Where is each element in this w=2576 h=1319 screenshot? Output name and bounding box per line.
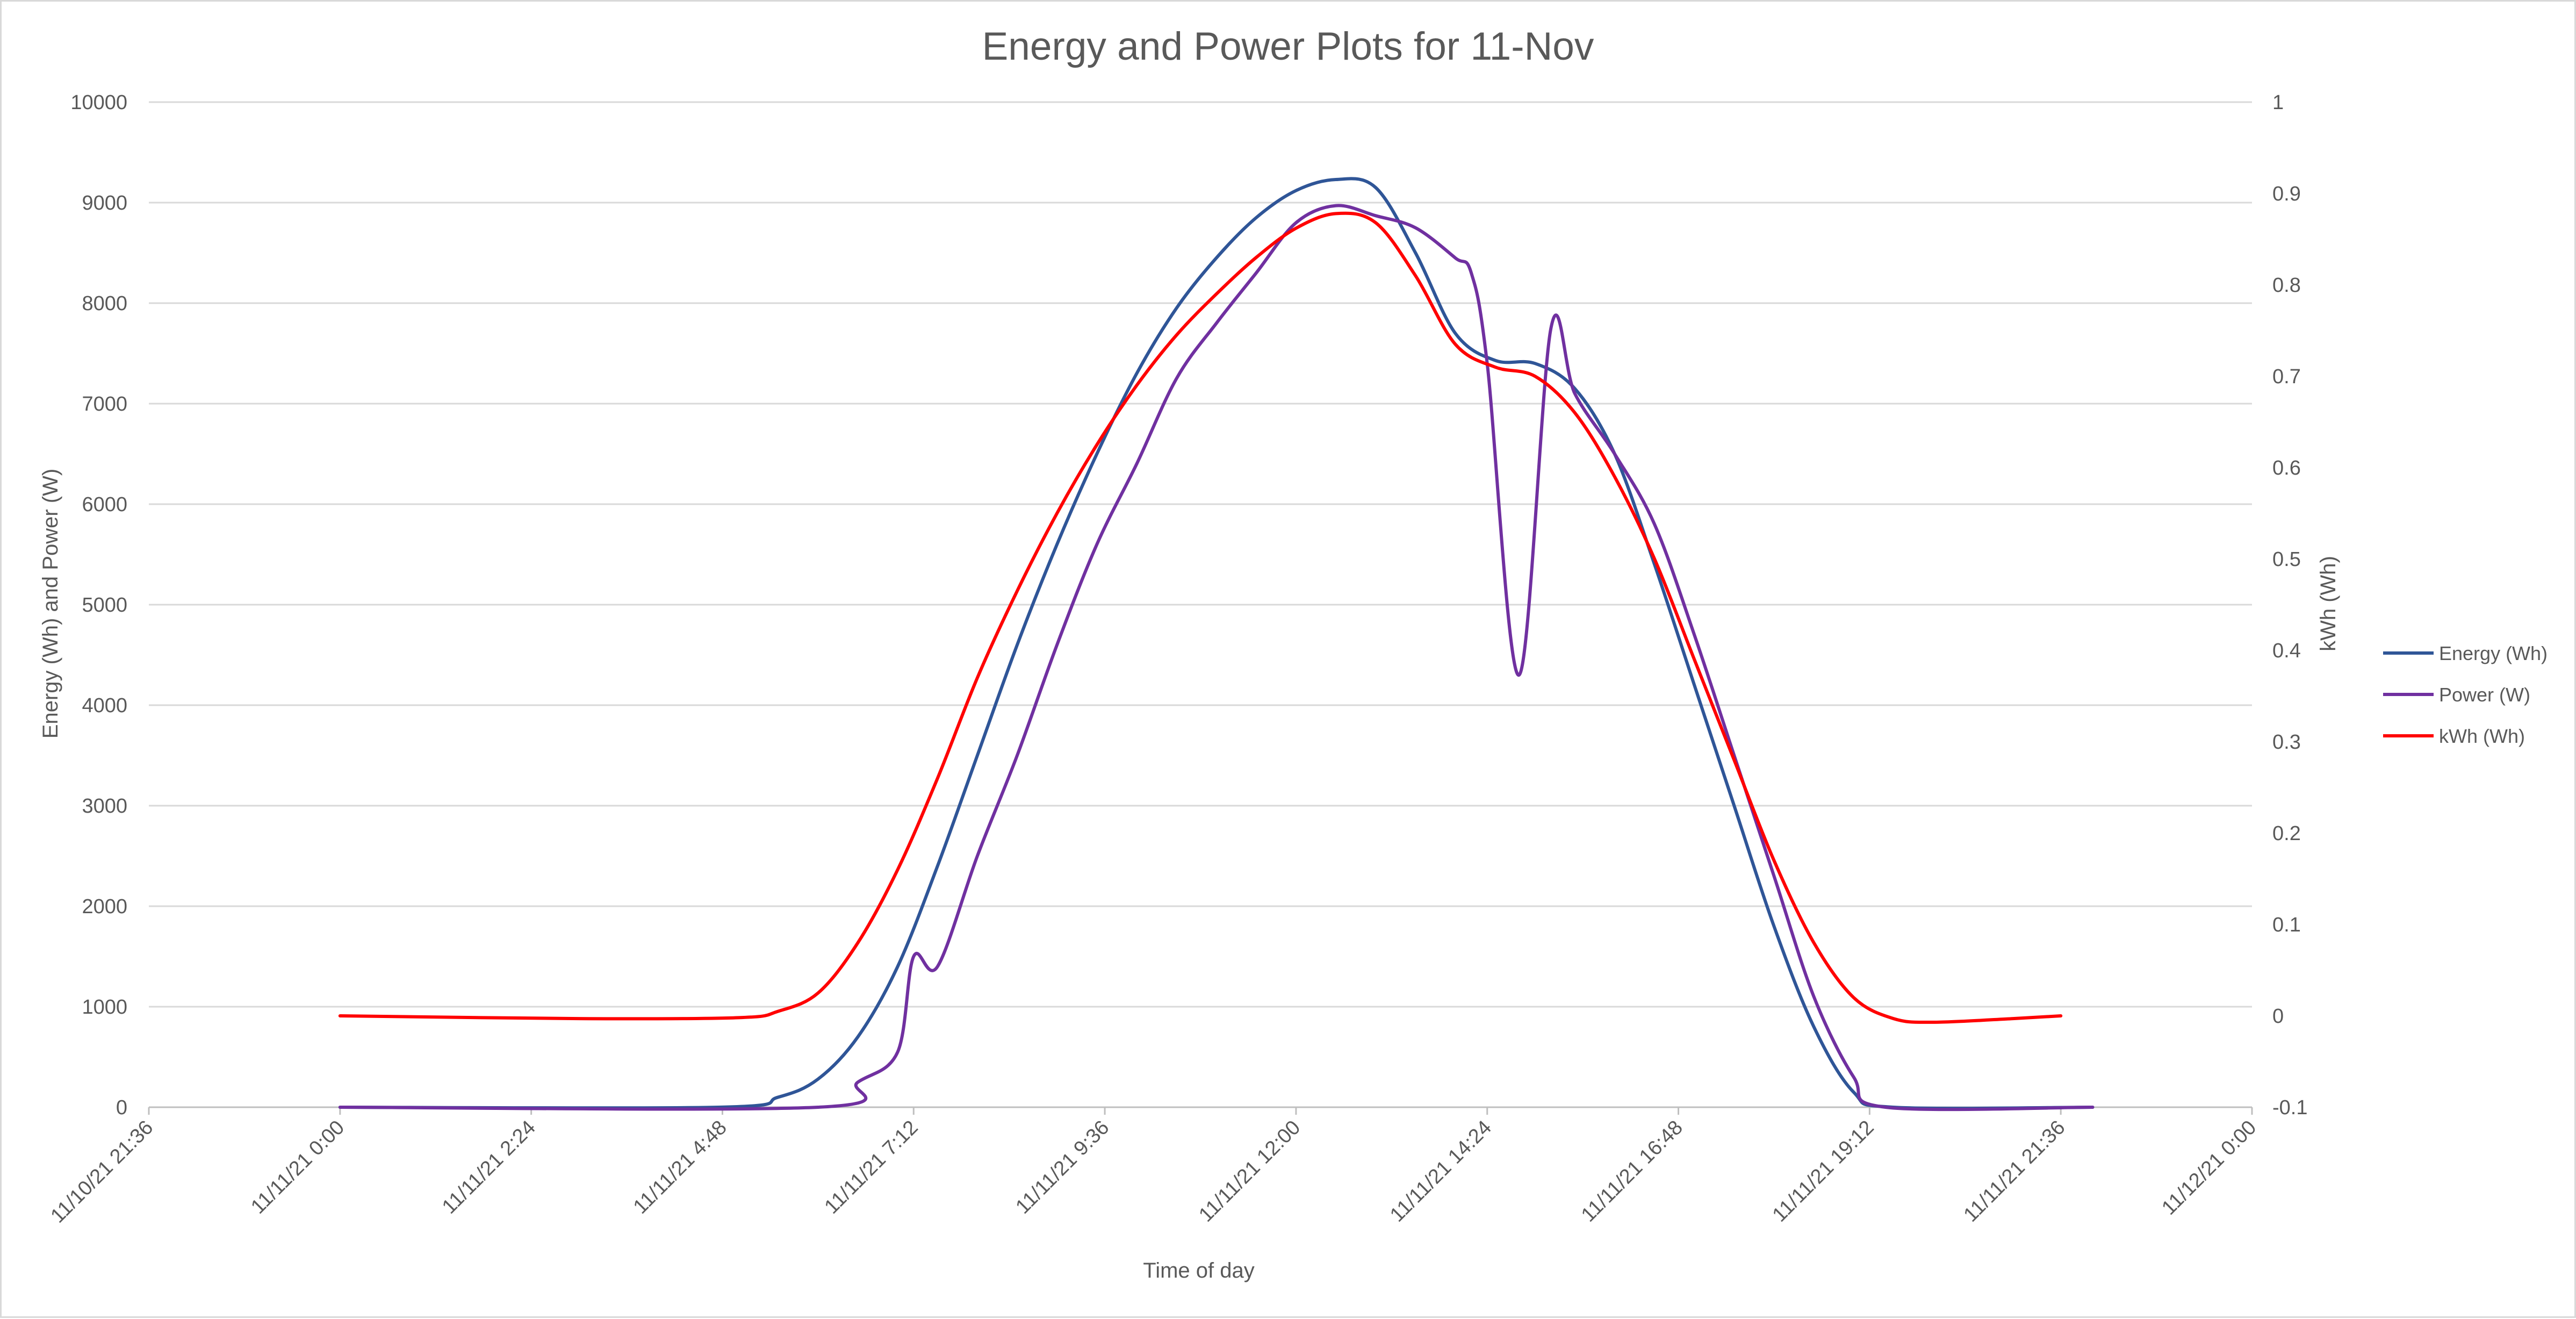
y2-tick-label: 1 [2272, 91, 2284, 114]
left-y-axis-title: Energy (Wh) and Power (W) [39, 469, 62, 739]
y2-tick-label: 0 [2272, 1005, 2284, 1028]
legend-label: kWh (Wh) [2439, 725, 2525, 747]
y2-tick-label: -0.1 [2272, 1096, 2307, 1119]
y2-tick-label: 0.6 [2272, 457, 2301, 479]
x-tick-label: 11/11/21 7:12 [821, 1116, 923, 1218]
x-axis-title: Time of day [1143, 1259, 1254, 1282]
y-tick-label: 10000 [70, 91, 127, 114]
x-tick-label: 11/11/21 19:12 [1768, 1116, 1879, 1227]
y-tick-label: 7000 [82, 393, 127, 415]
x-tick-label: 11/11/21 2:24 [438, 1116, 540, 1218]
right-y-axis-ticks: -0.1 0 0.1 0.2 0.3 0.4 0.5 0.6 0.7 0.8 0.9 1 [2272, 91, 2307, 1119]
y-tick-label: 9000 [82, 192, 127, 214]
x-tick-label: 11/10/21 21:36 [46, 1116, 157, 1228]
y2-tick-label: 0.3 [2272, 731, 2301, 754]
y-tick-label: 1000 [82, 996, 127, 1019]
left-y-axis-ticks: 0 1000 2000 3000 4000 5000 6000 7000 8000 9000 100… [70, 91, 127, 1119]
y2-tick-label: 0.7 [2272, 365, 2301, 388]
series-lines [338, 177, 2095, 1112]
series-line-kwh-wh [338, 211, 2063, 1024]
gridlines [149, 101, 2252, 1008]
y2-tick-label: 0.1 [2272, 914, 2301, 936]
x-tick-label: 11/12/21 0:00 [2157, 1116, 2261, 1220]
right-y-axis-title: kWh (Wh) [2316, 556, 2340, 651]
y2-tick-label: 0.4 [2272, 640, 2301, 662]
y-tick-label: 5000 [82, 594, 127, 617]
x-tick-label: 11/11/21 16:48 [1577, 1116, 1687, 1227]
x-tick-label: 11/11/21 0:00 [247, 1116, 349, 1218]
x-tick-label: 11/11/21 9:36 [1011, 1116, 1113, 1218]
legend-label: Energy (Wh) [2439, 642, 2548, 664]
y-tick-label: 8000 [82, 292, 127, 315]
y2-tick-label: 0.5 [2272, 548, 2301, 571]
series-line-power-w [338, 204, 2095, 1112]
x-axis-ticks: 11/10/21 21:36 11/11/21 0:00 11/11/21 2:24… [46, 1107, 2261, 1228]
legend: Energy (Wh) Power (W) kWh (Wh) [2383, 642, 2548, 747]
y-tick-label: 0 [116, 1096, 127, 1119]
x-tick-label: 11/11/21 21:36 [1960, 1116, 2070, 1227]
x-tick-label: 11/11/21 14:24 [1386, 1116, 1496, 1227]
legend-label: Power (W) [2439, 684, 2530, 706]
y-tick-label: 6000 [82, 493, 127, 516]
x-tick-label: 11/11/21 12:00 [1195, 1116, 1305, 1227]
y-tick-label: 2000 [82, 895, 127, 918]
chart-title: Energy and Power Plots for 11-Nov [982, 25, 1594, 68]
y-tick-label: 4000 [82, 694, 127, 717]
y2-tick-label: 0.8 [2272, 274, 2301, 297]
y2-tick-label: 0.2 [2272, 822, 2301, 845]
y-tick-label: 3000 [82, 795, 127, 818]
y2-tick-label: 0.9 [2272, 183, 2301, 205]
x-tick-label: 11/11/21 4:48 [629, 1116, 731, 1218]
series-line-energy-wh [338, 177, 2095, 1110]
